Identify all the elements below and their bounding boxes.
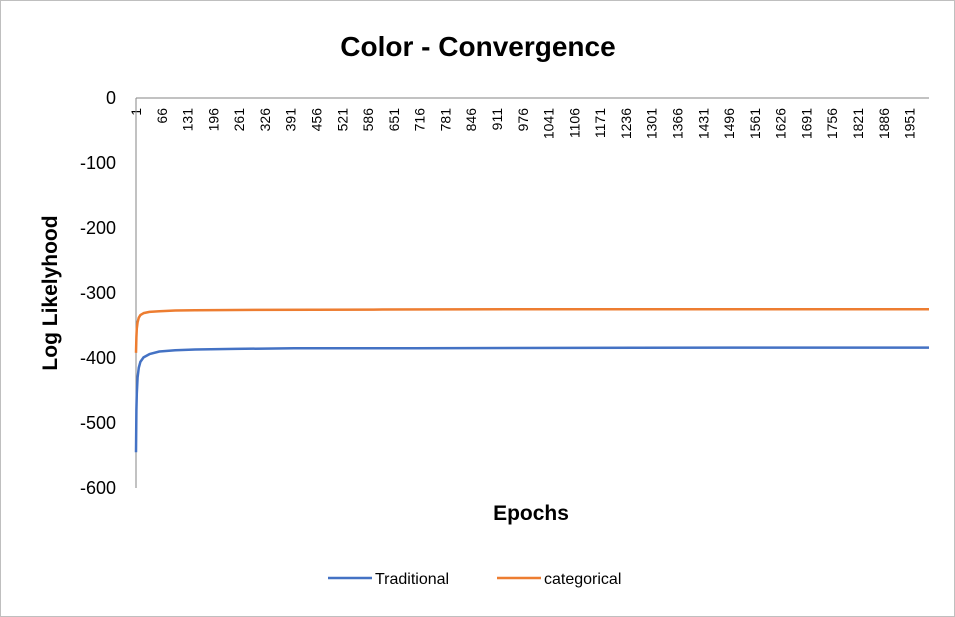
x-tick-label: 1106 (566, 108, 582, 138)
x-tick-label: 1301 (644, 108, 660, 139)
x-tick-label: 1951 (902, 108, 918, 139)
x-tick-label: 976 (515, 108, 531, 132)
y-tick-label: -100 (80, 153, 116, 173)
x-tick-label: 1496 (721, 108, 737, 139)
x-tick-label: 391 (283, 108, 299, 132)
legend-label-traditional: Traditional (375, 571, 449, 588)
x-tick-label: 846 (463, 108, 479, 132)
y-tick-label: -500 (80, 413, 116, 433)
x-tick-label: 1821 (850, 108, 866, 139)
y-axis-ticks: 0 -100 -200 -300 -400 -500 -600 (80, 88, 116, 498)
x-axis-ticks: 1661311962613263914565215866517167818469… (128, 108, 918, 139)
y-tick-label: -200 (80, 218, 116, 238)
x-tick-label: 1626 (773, 108, 789, 139)
x-tick-label: 1691 (798, 108, 814, 139)
x-tick-label: 651 (386, 108, 402, 132)
chart-title: Color - Convergence (340, 31, 615, 62)
x-tick-label: 1756 (824, 108, 840, 139)
legend-label-categorical: categorical (544, 571, 621, 588)
x-tick-label: 456 (308, 108, 324, 132)
x-axis-title: Epochs (493, 502, 569, 525)
y-tick-label: -300 (80, 283, 116, 303)
x-tick-label: 1431 (695, 108, 711, 139)
x-tick-label: 1236 (618, 108, 634, 139)
y-tick-label: 0 (106, 88, 116, 108)
x-tick-label: 326 (257, 108, 273, 132)
x-tick-label: 1366 (669, 108, 685, 139)
x-tick-label: 261 (231, 108, 247, 132)
series-line-categorical (134, 308, 929, 353)
x-tick-label: 911 (489, 108, 505, 131)
y-axis-title: Log Likelyhood (39, 215, 62, 370)
series-line-traditional (134, 346, 929, 453)
x-tick-label: 521 (334, 108, 350, 132)
series-layer (134, 308, 929, 453)
x-tick-label: 131 (180, 108, 196, 132)
x-tick-label: 586 (360, 108, 376, 132)
y-tick-label: -600 (80, 478, 116, 498)
x-tick-label: 1041 (541, 108, 557, 139)
x-tick-label: 716 (412, 108, 428, 132)
x-tick-label: 1171 (592, 108, 608, 138)
x-tick-label: 1886 (876, 108, 892, 139)
legend: Traditional categorical (328, 571, 621, 588)
x-tick-label: 66 (154, 108, 170, 124)
y-tick-label: -400 (80, 348, 116, 368)
x-tick-label: 1561 (747, 108, 763, 139)
x-tick-label: 781 (437, 108, 453, 132)
x-tick-label: 196 (205, 108, 221, 132)
